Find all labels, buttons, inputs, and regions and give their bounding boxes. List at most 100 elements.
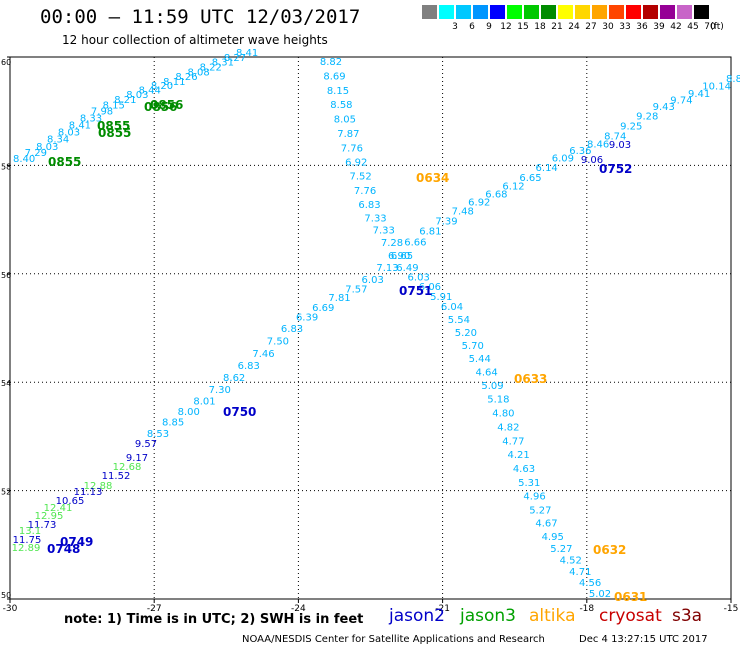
wave-height-label: 6.14	[536, 163, 558, 174]
scale-label: 12	[500, 22, 512, 32]
wave-height-label: 8.11	[163, 77, 185, 88]
scale-unit: (ft)	[710, 22, 724, 32]
lat-tick-label: 54	[1, 379, 11, 388]
wave-height-label: 4.71	[569, 567, 591, 578]
pass-time-label: 0748	[47, 542, 80, 556]
wave-height-label: 4.80	[492, 408, 514, 419]
wave-height-label: 8.03	[126, 90, 148, 101]
lat-tick-label: 56	[1, 271, 11, 280]
wave-height-label: 4.56	[579, 578, 601, 589]
wave-height-label: 7.30	[209, 385, 231, 396]
wave-height-label: 7.33	[364, 213, 386, 224]
wave-height-label: 8.00	[178, 407, 200, 418]
wave-height-label: 5.18	[487, 394, 509, 405]
wave-height-label: 9.57	[135, 439, 157, 450]
wave-height-label: 7.76	[341, 143, 363, 154]
wave-height-label: 9.03	[609, 140, 631, 151]
wave-height-label: 7.33	[373, 226, 395, 237]
wave-height-label: 12.41	[44, 503, 73, 514]
wave-height-label: 8.58	[330, 100, 352, 111]
wave-height-label: 8.40	[13, 154, 35, 165]
wave-height-label: 6.90	[388, 251, 410, 262]
wave-height-label: 7.76	[354, 186, 376, 197]
wave-height-label: 7.57	[345, 285, 367, 296]
wave-height-label: 7.52	[350, 172, 372, 183]
wave-height-label: 4.21	[508, 450, 530, 461]
wave-height-label: 12.89	[12, 543, 41, 554]
wave-height-label: 8.15	[103, 101, 125, 112]
pass-time-label: 0751	[399, 284, 432, 298]
wave-height-label: 6.65	[391, 251, 413, 262]
wave-height-label: 5.31	[518, 478, 540, 489]
wave-height-label: 6.92	[345, 158, 367, 169]
satellite-legend-item: altika	[529, 606, 576, 626]
wave-height-label: 5.27	[529, 505, 551, 516]
scale-swatch	[609, 5, 625, 19]
wave-height-label: 5.54	[448, 315, 470, 326]
lon-tick-label: -24	[291, 604, 306, 614]
lon-tick-label: -15	[724, 604, 739, 614]
wave-height-label: 6.06	[419, 282, 441, 293]
wave-height-label: 8.15	[327, 86, 349, 97]
wave-height-label: 8.27	[224, 53, 246, 64]
wave-height-label: 7.39	[435, 216, 457, 227]
wave-height-label: 13.1	[19, 526, 41, 537]
wave-height-label: 6.39	[296, 313, 318, 324]
lat-tick-label: 50	[1, 591, 11, 600]
wave-height-label: 5.02	[589, 589, 611, 600]
wave-height-label: 8.41	[69, 120, 91, 131]
wave-height-label: 6.65	[519, 173, 541, 184]
pass-time-label: 0855	[97, 119, 130, 133]
lon-tick-label: -27	[147, 604, 162, 614]
wave-height-label: 4.96	[523, 492, 545, 503]
wave-height-label: 8.34	[47, 135, 69, 146]
scale-label: 9	[486, 22, 492, 32]
scale-label: 27	[585, 22, 597, 32]
credit-text: NOAA/NESDIS Center for Satellite Applica…	[242, 634, 545, 645]
scale-swatch	[592, 5, 608, 19]
wave-height-label: 7.81	[328, 293, 350, 304]
wave-height-label: 8.01	[193, 396, 215, 407]
wave-height-label: 7.29	[25, 148, 47, 159]
scale-swatch	[626, 5, 642, 19]
scale-swatch	[643, 5, 659, 19]
wave-height-label: 6.83	[238, 361, 260, 372]
wave-height-label: 8.05	[334, 115, 356, 126]
wave-height-label: 7.87	[337, 129, 359, 140]
scale-label: 36	[636, 22, 648, 32]
wave-height-label: 8.46	[587, 139, 609, 150]
wave-height-label: 8.03	[36, 142, 58, 153]
lat-tick-label: 60	[1, 58, 11, 67]
scale-swatch	[490, 5, 506, 19]
lon-tick-label: -30	[3, 604, 18, 614]
wave-height-label: 6.09	[552, 153, 574, 164]
wave-height-label: 7.28	[381, 238, 403, 249]
footer-note: note: 1) Time is in UTC; 2) SWH is in fe…	[64, 612, 364, 627]
wave-height-label: 9.43	[653, 102, 675, 113]
wave-height-label: 7.13	[376, 263, 398, 274]
wave-height-label: 6.81	[419, 226, 441, 237]
wave-height-label: 5.27	[550, 544, 572, 555]
lon-tick-label: -21	[435, 604, 450, 614]
wave-height-label: 9.41	[688, 89, 710, 100]
scale-swatch	[422, 5, 438, 19]
wave-height-label: 8.03	[58, 127, 80, 138]
wave-height-label: 9.17	[126, 453, 148, 464]
wave-height-label: 8.22	[200, 63, 222, 74]
pass-time-label: 0631	[614, 590, 647, 604]
wave-height-label: 6.92	[468, 198, 490, 209]
pass-time-label: 0634	[416, 171, 449, 185]
scale-swatch	[456, 5, 472, 19]
wave-height-label: 4.95	[542, 532, 564, 543]
wave-height-label: 11.52	[102, 471, 131, 482]
wave-height-label: 8.21	[114, 95, 136, 106]
wave-height-label: 8.69	[323, 71, 345, 82]
pass-time-label: 0750	[223, 405, 256, 419]
wave-height-label: 8.8	[726, 74, 740, 85]
wave-height-label: 11.75	[13, 535, 42, 546]
lat-tick-label: 52	[1, 488, 11, 497]
wave-height-label: 4.63	[513, 464, 535, 475]
wave-height-label: 10.14	[702, 82, 731, 93]
wave-height-label: 6.12	[502, 181, 524, 192]
wave-height-label: 7.50	[267, 337, 289, 348]
